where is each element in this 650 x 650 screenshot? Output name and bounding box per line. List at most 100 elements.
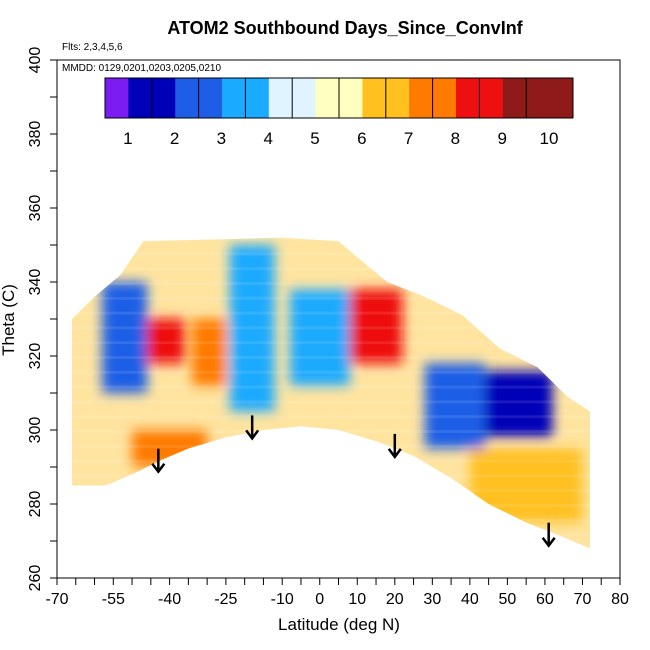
y-tick-label: 400	[27, 47, 44, 74]
colorbar-labels: 1 2 3 4 5 6 7 8 9 10	[123, 78, 574, 148]
texture-stripe	[57, 563, 620, 566]
x-axis-label: Latitude (deg N)	[278, 615, 400, 634]
y-tick-label: 280	[27, 491, 44, 518]
arrow-marker	[245, 415, 260, 441]
texture-stripe	[72, 296, 590, 300]
colorbar-cell	[512, 78, 518, 118]
colorbar-cell	[231, 78, 237, 118]
y-axis-label: Theta (C)	[0, 284, 18, 356]
y-tick-label: 320	[27, 343, 44, 370]
colorbar-cell	[484, 78, 490, 118]
colorbar-cell	[418, 78, 424, 118]
arrow-marker	[151, 448, 166, 474]
colorbar-cell	[236, 78, 242, 118]
x-tick-label: -10	[271, 591, 294, 608]
y-tick-label: 380	[27, 121, 44, 148]
colorbar-cell	[465, 78, 471, 118]
colorbar-cell	[390, 78, 396, 118]
texture-stripe	[72, 311, 590, 315]
data-region	[289, 289, 350, 386]
colorbar-tick-label: 4	[263, 129, 272, 148]
arrow-layer	[151, 415, 556, 548]
y-tick-label: 260	[27, 565, 44, 592]
colorbar-cell	[353, 78, 359, 118]
colorbar-cell	[334, 78, 340, 118]
colorbar-cell	[413, 78, 420, 118]
x-tick-label: 40	[461, 591, 479, 608]
colorbar-tick-label: 6	[357, 129, 366, 148]
colorbar-cell	[404, 78, 410, 118]
colorbar-cell	[292, 78, 298, 118]
colorbar-cell	[488, 78, 494, 118]
texture-stripe	[72, 415, 590, 419]
colorbar-cell	[170, 78, 176, 118]
colorbar-cell	[212, 78, 218, 118]
x-tick-label: 20	[386, 591, 404, 608]
colorbar-cell	[137, 78, 143, 118]
texture-stripe	[72, 400, 590, 404]
colorbar-tick-label: 2	[170, 129, 179, 148]
colorbar-cell	[128, 78, 134, 118]
colorbar-cell	[381, 78, 387, 118]
colorbar-cell	[119, 78, 125, 118]
texture-stripe	[72, 267, 590, 271]
colorbar-cell	[395, 78, 401, 118]
colorbar-cell	[123, 78, 129, 118]
x-tick-label: -70	[45, 591, 68, 608]
data-region	[102, 282, 148, 393]
colorbar-cell	[207, 78, 214, 118]
texture-stripe	[72, 341, 590, 345]
colorbar-cell	[151, 78, 157, 118]
colorbar-cell	[516, 78, 523, 118]
colorbar-cell	[198, 78, 204, 118]
colorbar-cell	[437, 78, 443, 118]
flights-note: Flts: 2,3,4,5,6	[62, 42, 123, 53]
colorbar-cell	[189, 78, 195, 118]
region-layer	[102, 245, 583, 523]
colorbar-tick-label: 5	[310, 129, 319, 148]
texture-stripe	[72, 326, 590, 330]
colorbar-cell	[329, 78, 335, 118]
colorbar-cell	[268, 78, 274, 118]
arrow-marker	[541, 522, 556, 548]
colorbar-cell	[156, 78, 162, 118]
colorbar-tick-label: 8	[451, 129, 460, 148]
colorbar-cell	[479, 78, 485, 118]
colorbar-cell	[142, 78, 148, 118]
colorbar-cell	[320, 78, 326, 118]
colorbar-cell	[493, 78, 499, 118]
colorbar-cell	[165, 78, 172, 118]
colorbar-cell	[441, 78, 448, 118]
x-tick-label: 70	[574, 591, 592, 608]
colorbar-cell	[105, 78, 111, 118]
y-tick-label: 300	[27, 417, 44, 444]
colorbar-cell	[507, 78, 513, 118]
texture-stripe	[72, 356, 590, 359]
colorbar-cell	[535, 78, 541, 118]
colorbar-cell	[376, 78, 382, 118]
texture-stripe	[72, 252, 590, 256]
x-tick-label: 0	[315, 591, 324, 608]
colorbar-cell	[147, 78, 153, 118]
data-region	[349, 289, 403, 364]
data-layer	[57, 237, 620, 566]
colorbar-cell	[385, 78, 391, 118]
colorbar-cell	[175, 78, 181, 118]
colorbar-cell	[217, 78, 223, 118]
colorbar-cell	[521, 78, 527, 118]
colorbar-cell	[339, 78, 345, 118]
colorbar-cell	[554, 78, 560, 118]
texture-stripe	[72, 474, 590, 478]
colorbar-cell	[357, 78, 363, 118]
colorbar-cell	[109, 78, 115, 118]
texture-stripe	[72, 237, 590, 241]
colorbar-cell	[184, 78, 190, 118]
colorbar-cell	[310, 78, 317, 118]
colorbar-cell	[558, 78, 565, 118]
data-region	[424, 363, 485, 449]
colorbar-cell	[362, 78, 368, 118]
texture-stripe	[72, 533, 590, 537]
colorbar-cell	[446, 78, 452, 118]
chart-title: ATOM2 Southbound Days_Since_ConvInf	[167, 18, 523, 38]
